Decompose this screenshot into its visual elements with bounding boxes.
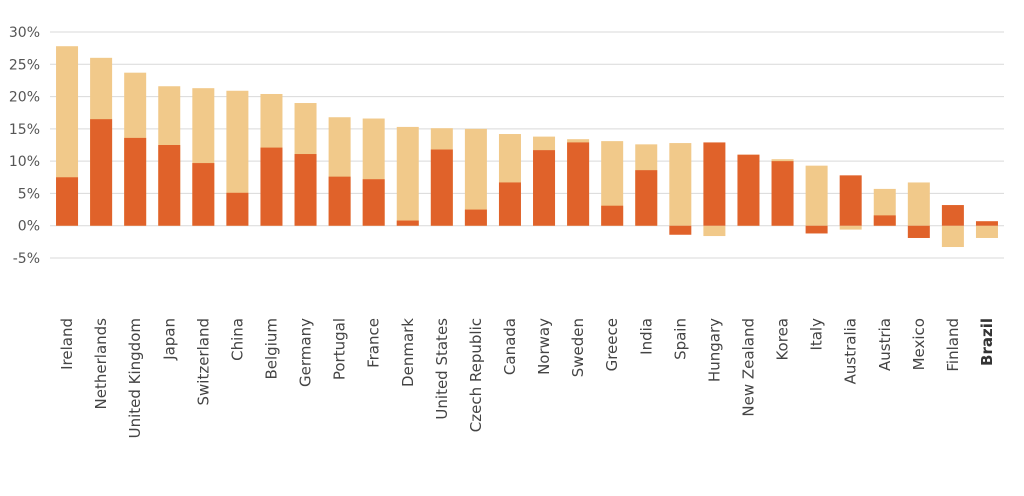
y-tick-label: 10%: [9, 154, 40, 170]
x-tick-label: India: [637, 318, 655, 355]
x-tick-label: Portugal: [331, 318, 349, 380]
x-tick-label: Japan: [160, 318, 178, 361]
bar-dark-germany: [294, 154, 317, 226]
x-tick-label: Belgium: [262, 318, 280, 380]
bar-dark-canada: [498, 182, 521, 226]
bar-dark-united-kingdom: [124, 137, 147, 226]
bar-dark-united-states: [430, 149, 453, 226]
bar-dark-mexico: [907, 225, 930, 238]
bar-dark-sweden: [567, 142, 590, 226]
x-tick-label: France: [365, 318, 383, 368]
x-tick-label: New Zealand: [739, 318, 757, 417]
x-tick-label: Germany: [297, 318, 315, 387]
x-tick-label: Mexico: [910, 318, 928, 370]
bar-light-denmark: [396, 126, 419, 226]
bar-dark-japan: [158, 145, 181, 226]
x-tick-label: Hungary: [705, 318, 723, 382]
y-tick-label: 20%: [9, 90, 40, 106]
x-tick-label: Czech Republic: [467, 318, 485, 432]
y-tick-label: 30%: [9, 25, 40, 41]
bar-light-hungary: [703, 225, 726, 237]
x-tick-label: United Kingdom: [126, 318, 144, 438]
bar-dark-brazil: [975, 221, 998, 226]
bar-light-greece: [601, 141, 624, 226]
x-tick-label: Italy: [808, 318, 826, 351]
x-tick-label: Finland: [944, 318, 962, 372]
bar-dark-belgium: [260, 147, 283, 226]
bar-light-spain: [669, 143, 692, 226]
x-tick-label: Greece: [603, 318, 621, 371]
x-tick-label: Norway: [535, 318, 553, 375]
bar-dark-australia: [839, 175, 862, 226]
bar-dark-netherlands: [90, 119, 113, 226]
bar-light-italy: [805, 165, 828, 226]
y-tick-label: -5%: [13, 251, 40, 267]
bar-dark-switzerland: [192, 163, 215, 226]
x-tick-label: Spain: [671, 318, 689, 360]
bar-dark-austria: [873, 215, 896, 226]
x-tick-label: Brazil: [978, 318, 996, 366]
y-tick-label: 25%: [9, 57, 40, 73]
x-tick-label: Australia: [842, 318, 860, 384]
bar-dark-italy: [805, 225, 828, 234]
y-tick-label: 5%: [18, 186, 40, 202]
bar-dark-norway: [533, 150, 556, 226]
x-tick-label: Switzerland: [194, 318, 212, 406]
bar-dark-czech-republic: [464, 209, 487, 226]
bar-light-brazil: [975, 225, 998, 238]
bar-dark-india: [635, 170, 658, 226]
bar-dark-ireland: [56, 177, 79, 226]
bar-light-finland: [941, 225, 964, 248]
x-tick-label: Korea: [774, 318, 792, 361]
x-tick-label: Austria: [876, 318, 894, 371]
bar-light-czech-republic: [464, 128, 487, 226]
bars: [56, 46, 998, 248]
bar-dark-france: [362, 179, 385, 226]
bar-dark-spain: [669, 225, 692, 235]
bar-dark-hungary: [703, 142, 726, 226]
bar-light-china: [226, 90, 249, 226]
x-axis-ticks: Ireland Netherlands United Kingdom Japan Swi…: [58, 318, 996, 439]
bar-light-australia: [839, 225, 862, 230]
x-tick-label: Sweden: [569, 318, 587, 377]
bar-dark-finland: [941, 205, 964, 226]
x-tick-label: Denmark: [399, 318, 417, 387]
y-axis-ticks: -5% 0% 5% 10% 15% 20% 25% 30%: [9, 25, 40, 267]
bar-light-mexico: [907, 182, 930, 226]
bar-dark-korea: [771, 161, 794, 226]
x-tick-label: Canada: [501, 318, 519, 375]
bar-dark-portugal: [328, 176, 351, 226]
y-tick-label: 15%: [9, 122, 40, 138]
x-tick-label: Netherlands: [92, 318, 110, 410]
x-tick-label: China: [228, 318, 246, 361]
x-tick-label: Ireland: [58, 318, 76, 370]
bar-dark-greece: [601, 205, 624, 226]
bar-dark-new-zealand: [737, 154, 760, 226]
bar-dark-china: [226, 192, 249, 226]
y-tick-label: 0%: [18, 219, 40, 235]
x-tick-label: United States: [433, 318, 451, 420]
bar-dark-denmark: [396, 220, 419, 226]
